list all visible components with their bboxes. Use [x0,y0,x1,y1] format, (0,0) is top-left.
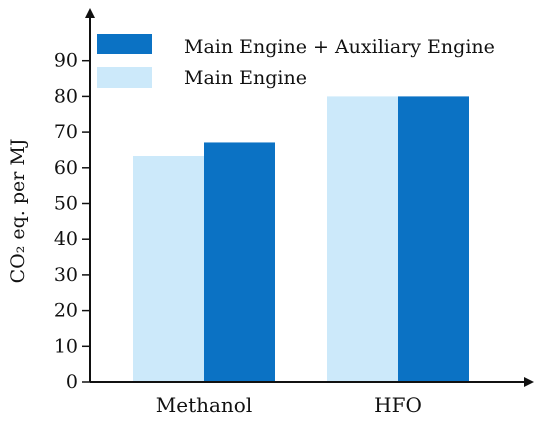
y-tick-label: 10 [54,335,78,357]
legend-swatch-main-engine [97,67,152,88]
bar-methanol-main-engine-auxiliary-engine [204,142,275,382]
y-tick-label: 20 [54,300,78,322]
y-ticks: 0 10 20 30 40 50 60 70 80 90 [54,50,90,393]
legend-label-main-engine: Main Engine [184,67,307,89]
y-tick-label: 50 [54,193,78,215]
legend-label-main-engine-auxiliary-engine: Main Engine + Auxiliary Engine [184,36,495,58]
y-axis-label: CO₂ eq. per MJ [7,139,29,284]
x-category-label: Methanol [156,393,252,417]
legend-swatch-main-engine-auxiliary-engine [97,34,152,54]
bar-methanol-main-engine [133,156,204,382]
legend: Main Engine + Auxiliary Engine Main Engin… [97,34,495,89]
x-category-labels: Methanol HFO [156,393,422,417]
y-tick-label: 70 [54,121,78,143]
y-tick-label: 80 [54,85,78,107]
x-category-label: HFO [374,393,422,417]
bar-hfo-main-engine-auxiliary-engine [398,96,469,383]
y-tick-label: 30 [54,264,78,286]
y-tick-label: 60 [54,157,78,179]
bars-group [133,96,469,383]
bar-hfo-main-engine [327,96,398,383]
y-tick-label: 0 [66,371,78,393]
y-tick-label: 40 [54,228,78,250]
y-tick-label: 90 [54,50,78,72]
